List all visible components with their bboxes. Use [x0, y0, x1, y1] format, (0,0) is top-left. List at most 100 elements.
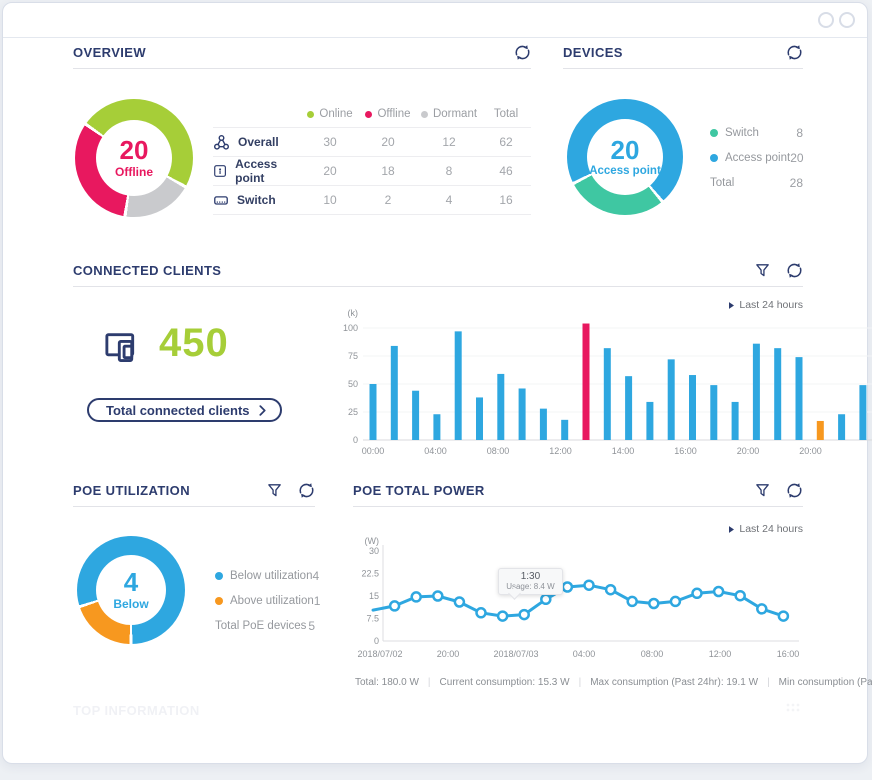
table-row[interactable]: Overall 30 20 12 62	[213, 128, 531, 157]
bar[interactable]	[603, 348, 611, 440]
stat-max-consumption: Max consumption (Past 24hr): 19.1 W	[570, 677, 758, 688]
total-connected-clients-button[interactable]: Total connected clients	[87, 398, 282, 422]
poe-utilization-donut-chart[interactable]: 4 Below	[77, 536, 185, 644]
bar[interactable]	[476, 397, 483, 440]
table-row[interactable]: Access point 20 18 8 46	[213, 157, 531, 186]
filter-button[interactable]	[267, 483, 282, 498]
devices-donut-chart[interactable]: 20 Access point	[567, 99, 683, 215]
line-point[interactable]	[712, 585, 725, 598]
line-point[interactable]	[475, 607, 487, 619]
line-point[interactable]	[691, 587, 703, 600]
filter-button[interactable]	[755, 483, 770, 498]
line-point[interactable]	[756, 603, 768, 615]
poe-total-power-header: POE TOTAL POWER	[353, 479, 803, 507]
line-point[interactable]	[388, 600, 401, 612]
overview-donut-value: 20	[119, 134, 149, 165]
bar[interactable]	[774, 348, 782, 440]
switch-dot-icon	[710, 128, 718, 137]
refresh-button[interactable]	[786, 44, 803, 61]
cell-value: 4	[445, 193, 453, 207]
refresh-button[interactable]	[786, 262, 803, 279]
time-range-label: Last 24 hours	[739, 299, 803, 311]
svg-text:50: 50	[348, 379, 358, 389]
line-point[interactable]	[561, 581, 574, 593]
cell-value: 2	[384, 193, 392, 207]
line-point[interactable]	[777, 610, 790, 622]
column-header-total: Total	[493, 108, 519, 120]
refresh-button[interactable]	[298, 482, 315, 499]
column-header-dormant: Dormant	[417, 108, 481, 120]
bar[interactable]	[454, 331, 462, 440]
svg-text:16:00: 16:00	[674, 446, 697, 456]
bar[interactable]	[689, 375, 696, 440]
bar[interactable]	[497, 373, 505, 440]
line-point[interactable]	[410, 591, 422, 603]
column-header-offline: Offline	[359, 108, 417, 120]
line-point[interactable]	[604, 583, 617, 596]
row-label-overall: Overall	[213, 134, 301, 151]
line-point[interactable]	[648, 597, 660, 610]
bar[interactable]	[412, 390, 420, 440]
offline-dot-icon	[365, 110, 373, 118]
drag-handle-icon[interactable]	[785, 703, 801, 713]
play-triangle-icon	[729, 525, 735, 533]
stat-current-consumption: Current consumption: 15.3 W	[419, 677, 570, 688]
bar[interactable]	[816, 420, 824, 440]
line-point[interactable]	[540, 593, 552, 606]
refresh-button[interactable]	[514, 44, 531, 61]
time-range-selector[interactable]: Last 24 hours	[729, 523, 803, 535]
bar[interactable]	[667, 359, 675, 440]
filter-button[interactable]	[755, 263, 770, 278]
refresh-button[interactable]	[786, 482, 803, 499]
line-point[interactable]	[734, 589, 746, 602]
bar[interactable]	[646, 401, 654, 440]
line-point[interactable]	[432, 590, 444, 602]
bar[interactable]	[625, 376, 633, 440]
bar[interactable]	[539, 408, 547, 440]
window-control-icon[interactable]	[818, 12, 834, 28]
bar[interactable]	[390, 345, 398, 440]
window-control-icon[interactable]	[839, 12, 855, 28]
line-point[interactable]	[496, 610, 509, 622]
line-point[interactable]	[626, 595, 638, 608]
line-point[interactable]	[518, 608, 530, 621]
bar[interactable]	[710, 385, 718, 440]
poe-total-power-title: POE TOTAL POWER	[353, 482, 485, 498]
line-point[interactable]	[453, 596, 466, 608]
bar[interactable]	[838, 414, 846, 440]
overview-header: OVERVIEW	[73, 41, 531, 69]
table-row[interactable]: Switch 10 2 4 16	[213, 186, 531, 215]
bar[interactable]	[731, 401, 739, 440]
legend-label: Below utilization	[230, 569, 313, 582]
chevron-right-icon	[258, 404, 266, 416]
overview-panel: OVERVIEW 20 Offline	[73, 41, 531, 246]
bar[interactable]	[433, 414, 441, 440]
bar[interactable]	[859, 385, 867, 440]
cell-value: 30	[323, 135, 337, 149]
tooltip-usage: Usage: 8.4 W	[506, 581, 555, 591]
bar[interactable]	[752, 343, 760, 440]
connected-clients-panel: CONNECTED CLIENTS	[73, 259, 872, 464]
dormant-dot-icon	[420, 110, 428, 118]
overview-donut-chart[interactable]: 20 Offline	[75, 99, 193, 217]
filter-icon	[756, 483, 769, 496]
legend-value: 20	[790, 150, 804, 165]
legend-value: 1	[313, 593, 321, 608]
bar[interactable]	[518, 388, 526, 440]
bar[interactable]	[561, 419, 569, 440]
time-range-selector[interactable]: Last 24 hours	[729, 299, 803, 311]
total-clients-value: 450	[159, 321, 229, 365]
svg-text:(k): (k)	[348, 308, 359, 318]
next-section-title: TOP INFORMATION	[73, 703, 200, 718]
bar[interactable]	[369, 384, 377, 440]
line-point[interactable]	[669, 595, 682, 608]
line-point[interactable]	[583, 579, 595, 591]
bar[interactable]	[795, 357, 803, 440]
bar[interactable]	[582, 323, 590, 440]
stat-min-consumption: Min consumption (Past 24hr): 1.3 W	[758, 677, 872, 688]
svg-text:14:00: 14:00	[612, 446, 635, 456]
svg-text:20:00: 20:00	[799, 446, 822, 456]
cell-value: 10	[323, 193, 337, 207]
legend-label: Total	[710, 176, 735, 189]
svg-text:0: 0	[374, 636, 379, 646]
